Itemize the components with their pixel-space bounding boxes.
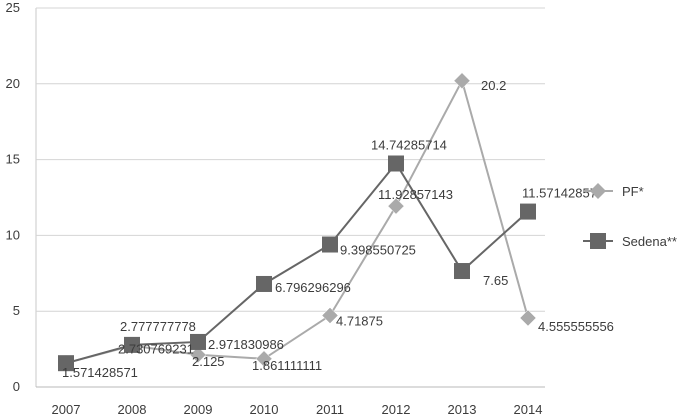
y-tick-label: 0 bbox=[13, 379, 20, 394]
legend: PF* Sedena** bbox=[583, 183, 677, 249]
pf-point-marker bbox=[189, 346, 207, 364]
data-label: 2.125 bbox=[192, 354, 225, 369]
data-label: 9.398550725 bbox=[340, 243, 416, 258]
x-tick-label: 2013 bbox=[448, 402, 477, 417]
sedena-point-marker bbox=[190, 333, 206, 350]
sedena-point-marker bbox=[256, 275, 272, 292]
sedena-point-marker bbox=[388, 155, 404, 172]
x-tick-label: 2010 bbox=[250, 402, 279, 417]
y-tick-label: 25 bbox=[6, 0, 20, 15]
sedena-point-marker bbox=[58, 355, 74, 372]
y-tick-label: 15 bbox=[6, 152, 20, 167]
data-label: 20.2 bbox=[481, 78, 506, 93]
y-tick-label: 20 bbox=[6, 76, 20, 91]
data-label: 4.555555556 bbox=[538, 319, 614, 334]
data-label: 2.971830986 bbox=[208, 337, 284, 352]
series-layer bbox=[57, 72, 537, 372]
pf-point-marker bbox=[519, 309, 537, 327]
data-label: 1.861111111 bbox=[252, 358, 322, 373]
data-label: 2.730769231 bbox=[118, 342, 194, 357]
x-tick-label: 2012 bbox=[382, 402, 411, 417]
pf-point-marker bbox=[453, 72, 471, 90]
data-label: 4.71875 bbox=[336, 313, 383, 328]
x-axis: 2007 2008 2009 2010 2011 2012 2013 2014 bbox=[52, 402, 543, 417]
pf-point-marker bbox=[387, 197, 405, 215]
y-axis: 0 5 10 15 20 25 bbox=[6, 0, 20, 394]
x-tick-label: 2011 bbox=[316, 402, 344, 417]
data-label: 6.796296296 bbox=[275, 280, 351, 295]
data-label: 11.92857143 bbox=[378, 187, 453, 202]
sedena-point-marker bbox=[124, 336, 140, 353]
x-tick-label: 2014 bbox=[514, 402, 543, 417]
series-line-1 bbox=[65, 161, 529, 365]
x-tick-label: 2008 bbox=[118, 402, 147, 417]
grid-lines bbox=[35, 7, 545, 388]
data-label: 1.571428571 bbox=[62, 365, 138, 380]
sedena-point-marker bbox=[520, 203, 536, 220]
data-label: 7.65 bbox=[483, 273, 508, 288]
legend-marker-sedena bbox=[590, 233, 606, 249]
pf-point-marker bbox=[321, 307, 339, 324]
data-label: 2.777777778 bbox=[120, 319, 196, 334]
x-tick-label: 2007 bbox=[52, 402, 81, 417]
legend-label: PF* bbox=[622, 184, 644, 199]
data-label: 11.57142857 bbox=[522, 186, 597, 201]
sedena-point-marker bbox=[454, 263, 470, 280]
sedena-point-marker bbox=[322, 236, 338, 253]
legend-label: Sedena** bbox=[622, 234, 677, 249]
x-tick-label: 2009 bbox=[184, 402, 213, 417]
y-tick-label: 10 bbox=[6, 227, 20, 242]
y-tick-label: 5 bbox=[13, 303, 20, 318]
pf-point-marker bbox=[255, 350, 273, 368]
series-line-0 bbox=[65, 78, 529, 365]
data-label: 14.74285714 bbox=[371, 137, 447, 152]
legend-marker-pf bbox=[590, 183, 606, 199]
